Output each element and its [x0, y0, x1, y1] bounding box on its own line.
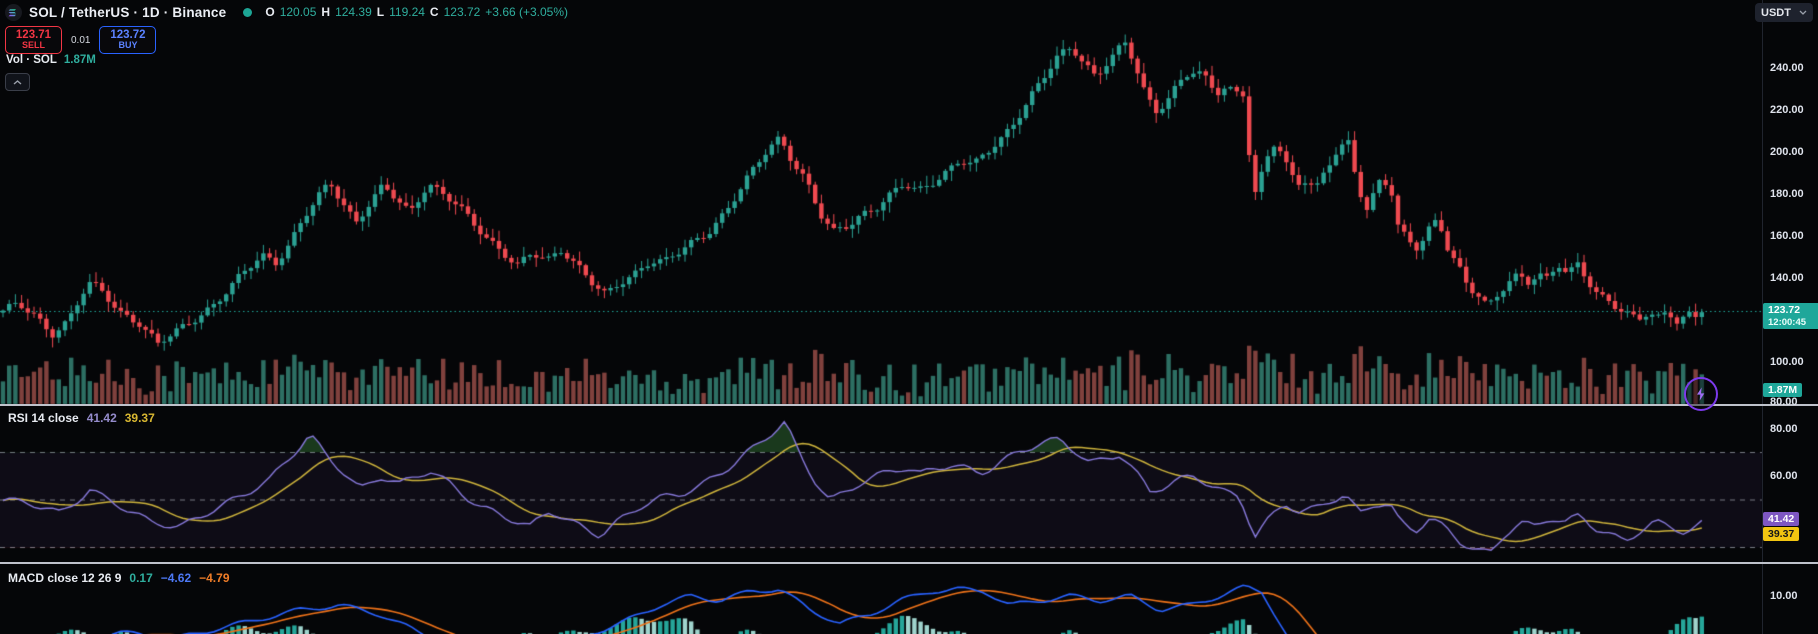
low-label: L	[376, 5, 385, 19]
currency-selector[interactable]: USDT	[1755, 3, 1813, 22]
macd-line-value: −4.62	[160, 571, 192, 585]
open-label: O	[265, 5, 275, 19]
market-status-dot	[243, 7, 253, 17]
macd-legend-title: MACD close 12 26 9	[8, 571, 122, 585]
volume-legend-value: 1.87M	[63, 54, 96, 66]
price-axis-label: 240.00	[1770, 62, 1804, 74]
macd-legend[interactable]: MACD close 12 26 9 0.17 −4.62 −4.79	[8, 571, 230, 585]
chevron-up-icon	[13, 79, 22, 85]
change-value: +3.66 (+3.05%)	[485, 5, 569, 19]
rsi-ma-legend-value: 39.37	[124, 411, 155, 425]
rsi-axis-label: 80.00	[1770, 423, 1798, 435]
close-value: 123.72	[443, 5, 481, 19]
last-price-tag: 123.72 12:00:45	[1763, 303, 1818, 329]
sell-button[interactable]: 123.71 SELL	[5, 26, 62, 54]
rsi-value-tag: 41.42	[1763, 512, 1800, 526]
collapse-legend-button[interactable]	[5, 73, 30, 91]
price-axis-label: 100.00	[1770, 356, 1804, 368]
price-axis-separator	[1762, 0, 1763, 634]
price-axis-label: 200.00	[1770, 146, 1804, 158]
rsi-axis-label: 60.00	[1770, 470, 1798, 482]
symbol-header: SOL / TetherUS · 1D · Binance O 120.05 H…	[5, 3, 568, 21]
spread-value: 0.01	[71, 34, 91, 46]
close-label: C	[429, 5, 439, 19]
macd-signal-value: −4.79	[199, 571, 230, 585]
price-axis-label: 220.00	[1770, 104, 1804, 116]
buy-button[interactable]: 123.72 BUY	[99, 26, 157, 54]
low-value: 119.24	[389, 5, 425, 19]
volume-legend-label: Vol · SOL	[6, 54, 57, 66]
price-axis-label: 80.00	[1770, 396, 1798, 408]
high-value: 124.39	[335, 5, 372, 19]
rsi-ma-value-tag: 39.37	[1763, 527, 1800, 541]
macd-axis-label: 10.00	[1770, 590, 1798, 602]
volume-legend: Vol · SOL 1.87M	[6, 54, 96, 66]
symbol-title[interactable]: SOL / TetherUS · 1D · Binance	[29, 4, 227, 20]
chevron-down-icon	[1799, 10, 1807, 15]
rsi-legend[interactable]: RSI 14 close 41.42 39.37	[8, 411, 155, 425]
quick-trade-button[interactable]	[1684, 377, 1718, 411]
buy-label: BUY	[118, 40, 138, 51]
rsi-legend-title: RSI 14 close	[8, 411, 79, 425]
rsi-legend-value: 41.42	[86, 411, 117, 425]
high-label: H	[321, 5, 331, 19]
last-price-value: 123.72	[1768, 304, 1801, 316]
sell-price: 123.71	[15, 29, 52, 42]
ohlc-row: O 120.05 H 124.39 L 119.24 C 123.72 +3.6…	[265, 5, 568, 19]
macd-hist-value: 0.17	[129, 571, 153, 585]
pane-divider-rsi[interactable]	[0, 404, 1818, 406]
currency-selector-label: USDT	[1761, 6, 1791, 19]
buy-price: 123.72	[110, 29, 146, 42]
volume-value-tag: 1.87M	[1763, 383, 1803, 397]
solana-logo-icon	[5, 3, 22, 21]
sell-label: SELL	[21, 40, 45, 51]
bar-countdown: 12:00:45	[1768, 316, 1807, 328]
pane-divider-macd[interactable]	[0, 562, 1818, 564]
price-axis-label: 180.00	[1770, 188, 1804, 200]
lightning-icon	[1697, 387, 1705, 401]
trade-widget: 123.71 SELL 0.01 123.72 BUY	[5, 26, 157, 54]
price-axis-label: 140.00	[1770, 272, 1804, 284]
open-value: 120.05	[279, 5, 317, 19]
price-axis-label: 160.00	[1770, 230, 1804, 242]
